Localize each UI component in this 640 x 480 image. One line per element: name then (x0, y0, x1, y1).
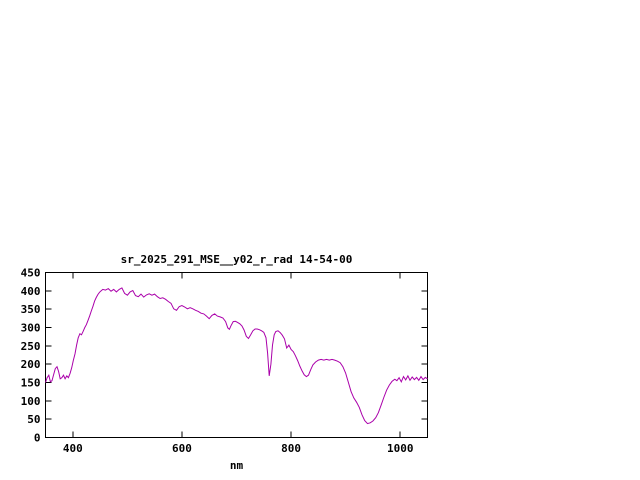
y-tick-label: 200 (21, 358, 41, 371)
x-axis-label: nm (230, 459, 244, 472)
x-tick-label: 400 (63, 442, 83, 455)
y-tick-label: 150 (21, 377, 41, 390)
y-tick-label: 0 (34, 432, 41, 445)
y-tick-label: 400 (21, 285, 41, 298)
chart-axes: 400 600 800 1000 0 50 100 150 200 250 300 350 400 450 (21, 267, 428, 455)
chart-title: sr_2025_291_MSE__y02_r_rad 14-54-00 (121, 253, 353, 266)
x-tick-label: 600 (172, 442, 192, 455)
y-tick-label: 450 (21, 267, 41, 280)
spectrum-line (45, 287, 428, 425)
y-tick-label: 350 (21, 303, 41, 316)
y-tick-label: 100 (21, 395, 41, 408)
y-tick-label: 300 (21, 322, 41, 335)
y-tick-label: 250 (21, 340, 41, 353)
x-tick-label: 800 (281, 442, 301, 455)
x-tick-label: 1000 (387, 442, 414, 455)
y-tick-label: 50 (27, 413, 40, 426)
chart-series (45, 287, 428, 425)
